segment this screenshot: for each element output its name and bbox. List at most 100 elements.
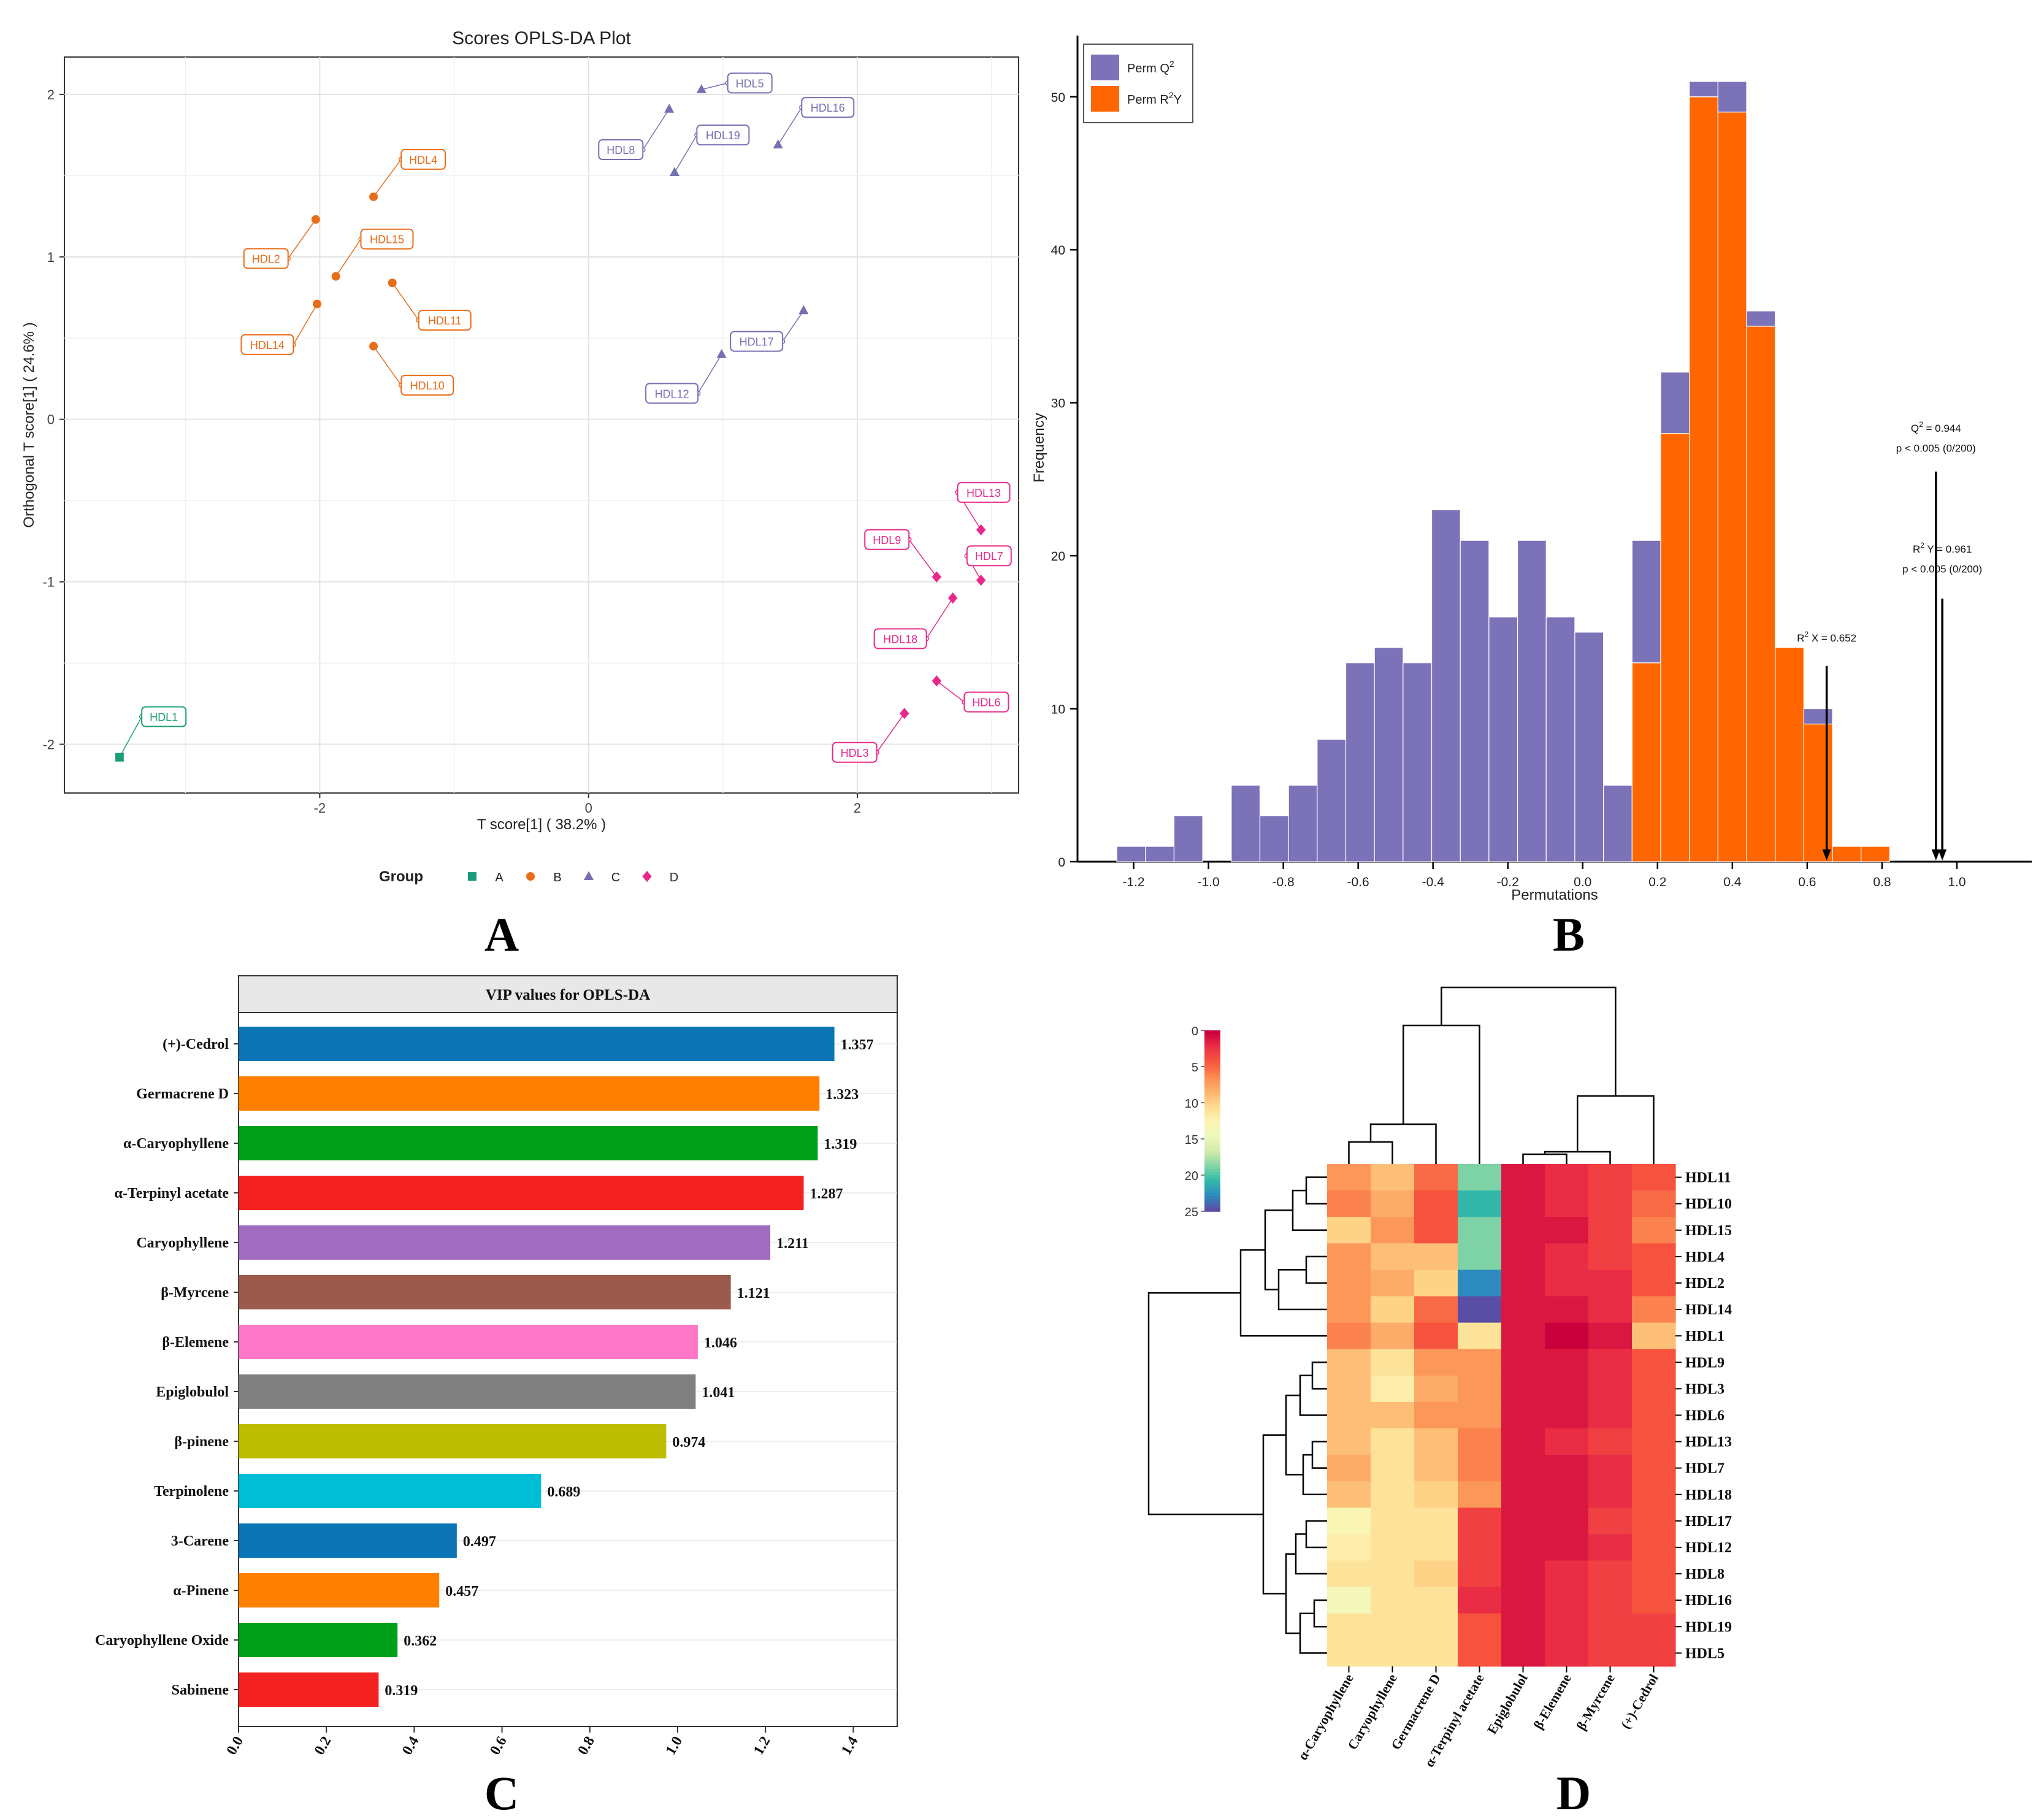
heat-cell-hdl1-myrcene [1588, 1322, 1633, 1350]
heat-cell-hdl16-myrcene [1588, 1587, 1633, 1614]
vip-bar-elemene [239, 1325, 698, 1359]
colorbar-step [1204, 1094, 1220, 1097]
heat-cell-hdl17-myrcene [1588, 1508, 1633, 1534]
heat-cell-hdl7-cedrol [1632, 1455, 1676, 1482]
point-hdl10 [369, 342, 378, 351]
heat-cell-hdl13-elemene [1545, 1428, 1589, 1455]
point-hdl8 [664, 104, 675, 113]
a-label-connector [288, 219, 316, 259]
heat-cell-hdl11-epiglobulol [1501, 1164, 1545, 1191]
heat-row-hdl5: HDL5 [1685, 1646, 1724, 1661]
colorbar-step [1204, 1154, 1220, 1158]
heat-cell-hdl15-terpinyl-acetate [1458, 1217, 1502, 1244]
heat-row-hdl7: HDL7 [1685, 1461, 1724, 1477]
heat-cell-hdl12-epiglobulol [1501, 1534, 1545, 1561]
colorbar-step [1204, 1166, 1220, 1170]
row-dendro-branch [1262, 1434, 1286, 1595]
heat-cell-hdl11-germacrene-d [1414, 1164, 1458, 1191]
a-label-connector [701, 82, 728, 90]
heat-row-hdl16: HDL16 [1685, 1593, 1732, 1609]
heat-cell-hdl1-terpinyl-acetate [1458, 1322, 1502, 1350]
vip-label-germacrene-d: Germacrene D [136, 1086, 229, 1102]
heat-cell-hdl11-caryophyllene [1327, 1164, 1371, 1191]
heat-cell-hdl6-caryophyllene [1371, 1401, 1415, 1429]
a-label-box [243, 248, 289, 269]
legend-label-a: A [495, 871, 503, 884]
colorbar-step [1204, 1078, 1220, 1082]
legend-label-b: B [553, 871, 561, 884]
heat-cell-hdl4-cedrol [1632, 1243, 1676, 1270]
vip-value-caryophyllene: 1.211 [776, 1236, 809, 1252]
colorbar-step [1204, 1196, 1220, 1200]
b-bar-perm-q2 [1345, 662, 1375, 862]
point-hdl11 [388, 278, 397, 288]
heat-cell-hdl2-myrcene [1588, 1270, 1633, 1297]
a-label-connector [392, 282, 419, 321]
b-arrowhead-r2x [1822, 849, 1831, 860]
b-xtick-label: 0.8 [1873, 875, 1891, 889]
vip-bar-cedrol [239, 1027, 835, 1061]
heat-col-cedrol: (+)-Cedrol [1618, 1671, 1661, 1731]
point-label-hdl11: HDL11 [428, 315, 462, 327]
heat-row-hdl14: HDL14 [1685, 1302, 1732, 1318]
colorbar-step [1204, 1144, 1220, 1149]
point-hdl6 [932, 675, 942, 687]
a-label-box [966, 545, 1012, 567]
colorbar-step [1204, 1139, 1220, 1143]
panel-c: VIP values for OPLS-DA 1.3571.3231.3191.… [95, 975, 898, 1758]
legend-marker-d [642, 870, 652, 883]
colorbar-step [1204, 1121, 1220, 1125]
vip-label-elemene: β-Elemene [162, 1335, 229, 1351]
heat-cell-hdl14-germacrene-d [1414, 1296, 1458, 1324]
vip-label-cedrol: (+)-Cedrol [163, 1036, 229, 1052]
b-xtick-label: 0.2 [1648, 875, 1666, 889]
a-label-box [696, 125, 750, 146]
a-label-box [727, 72, 773, 94]
point-hdl16 [773, 139, 783, 148]
b-ytick-label: 10 [1051, 703, 1065, 717]
heat-cell-hdl8-caryophyllene [1327, 1560, 1371, 1588]
vip-bar-epiglobulol [239, 1374, 696, 1409]
heat-cell-hdl16-cedrol [1632, 1587, 1676, 1614]
colorbar-step [1204, 1030, 1220, 1034]
row-dendro-branch [1295, 1533, 1327, 1575]
heat-cell-hdl2-elemene [1545, 1270, 1589, 1297]
a-label-box [957, 481, 1011, 503]
heat-cell-hdl14-cedrol [1632, 1296, 1676, 1324]
vip-value-sabinene: 0.319 [385, 1683, 418, 1699]
heat-cell-hdl5-terpinyl-acetate [1458, 1639, 1502, 1667]
heat-cell-hdl10-cedrol [1632, 1190, 1676, 1217]
heat-cell-hdl3-germacrene-d [1414, 1375, 1458, 1403]
heat-cell-hdl19-myrcene [1588, 1613, 1633, 1641]
heat-cell-hdl4-epiglobulol [1501, 1243, 1545, 1270]
c-xtick-label: 0.4 [399, 1734, 423, 1758]
heat-cell-hdl10-caryophyllene [1371, 1190, 1415, 1217]
panel-a-grid [64, 57, 1019, 793]
vip-label-epiglobulol: Epiglobulol [156, 1384, 229, 1400]
heat-cell-hdl6-epiglobulol [1501, 1401, 1545, 1429]
colorbar-step [1204, 1141, 1220, 1146]
colorbar-step [1204, 1042, 1220, 1046]
panel-c-bars: 1.357 1.323 1.319 1.287 1.211 1.121 1.046 1.041… [239, 1027, 874, 1707]
heat-cell-hdl15-myrcene [1588, 1217, 1633, 1244]
b-bar-perm-q2 [1288, 784, 1318, 862]
heat-cell-hdl7-epiglobulol [1501, 1455, 1545, 1482]
vip-bar-caryophyllene-oxide [239, 1623, 398, 1657]
heat-row-hdl4: HDL4 [1685, 1249, 1724, 1265]
vip-label-caryophyllene: α-Caryophyllene [123, 1136, 229, 1152]
point-label-hdl10: HDL10 [410, 380, 445, 392]
vip-value-cedrol: 1.357 [841, 1037, 874, 1053]
point-label-hdl18: HDL18 [883, 633, 917, 645]
heat-row-hdl19: HDL19 [1685, 1619, 1732, 1635]
a-label-box [645, 383, 699, 404]
b-ytick-label: 40 [1051, 243, 1065, 258]
vip-value-epiglobulol: 1.041 [702, 1385, 735, 1401]
a-xtick-label: -2 [314, 800, 326, 816]
legend-perm-r2y-label: Perm R2Y [1127, 90, 1182, 107]
heat-cell-hdl13-caryophyllene [1371, 1428, 1415, 1455]
heat-col-myrcene: β-Myrcene [1573, 1671, 1618, 1733]
b-xtick-label: 0.4 [1723, 875, 1742, 889]
a-label-connector [119, 716, 142, 758]
heat-cell-hdl12-terpinyl-acetate [1458, 1534, 1502, 1561]
point-hdl18 [947, 592, 958, 604]
